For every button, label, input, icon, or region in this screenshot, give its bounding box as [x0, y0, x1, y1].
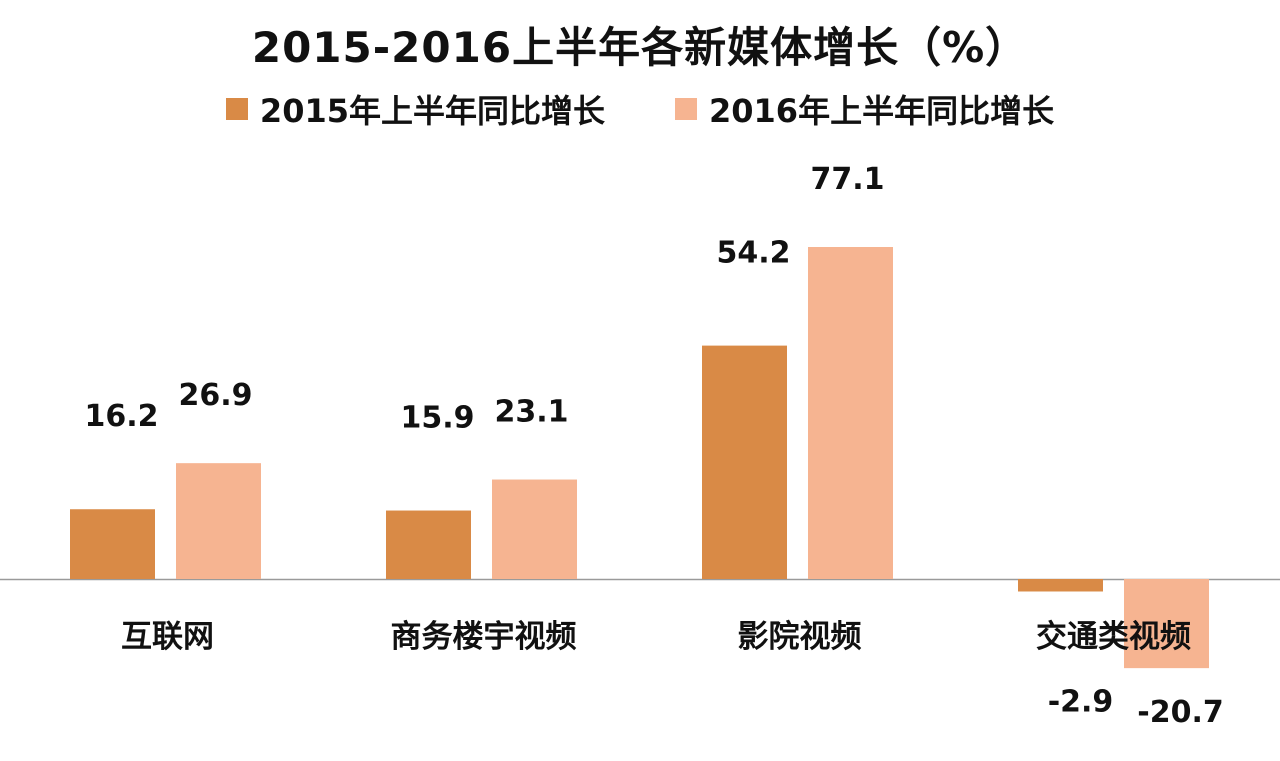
value-label-2016-1: 23.1: [494, 395, 568, 430]
category-label-3: 交通类视频: [1036, 619, 1191, 655]
value-label-2015-2: 54.2: [716, 236, 790, 271]
legend-entry-2016: 2016年上半年同比增长: [675, 86, 1054, 132]
bar-2015-3: [1018, 579, 1103, 592]
legend-entry-2015: 2015年上半年同比增长: [225, 86, 605, 132]
legend-label-2015: 2015年上半年同比增长: [259, 92, 605, 130]
category-label-2: 影院视频: [738, 619, 862, 655]
value-label-2016-2: 77.1: [810, 162, 884, 197]
bar-2016-1: [492, 479, 577, 579]
chart-title: 2015-2016上半年各新媒体增长（%）: [251, 23, 1029, 72]
category-label-0: 互联网: [121, 619, 214, 655]
legend-label-2016: 2016年上半年同比增长: [709, 92, 1055, 130]
bar-2016-3: [1124, 579, 1209, 669]
legend-swatch-2015: [225, 98, 248, 120]
bar-2015-0: [70, 509, 155, 579]
category-label-1: 商务楼宇视频: [391, 619, 577, 655]
value-label-2015-3: -2.9: [1048, 684, 1114, 719]
bar-2015-2: [702, 345, 787, 579]
legend: 2015年上半年同比增长 2016年上半年同比增长: [0, 86, 1280, 132]
value-label-2016-0: 26.9: [178, 378, 252, 413]
value-label-2015-1: 15.9: [400, 401, 474, 436]
bar-2016-0: [176, 463, 261, 579]
value-label-2015-0: 16.2: [84, 399, 158, 434]
bar-2016-2: [808, 247, 893, 579]
legend-swatch-2016: [675, 98, 697, 120]
bar-2015-1: [386, 510, 471, 579]
value-label-2016-3: -20.7: [1137, 695, 1223, 730]
